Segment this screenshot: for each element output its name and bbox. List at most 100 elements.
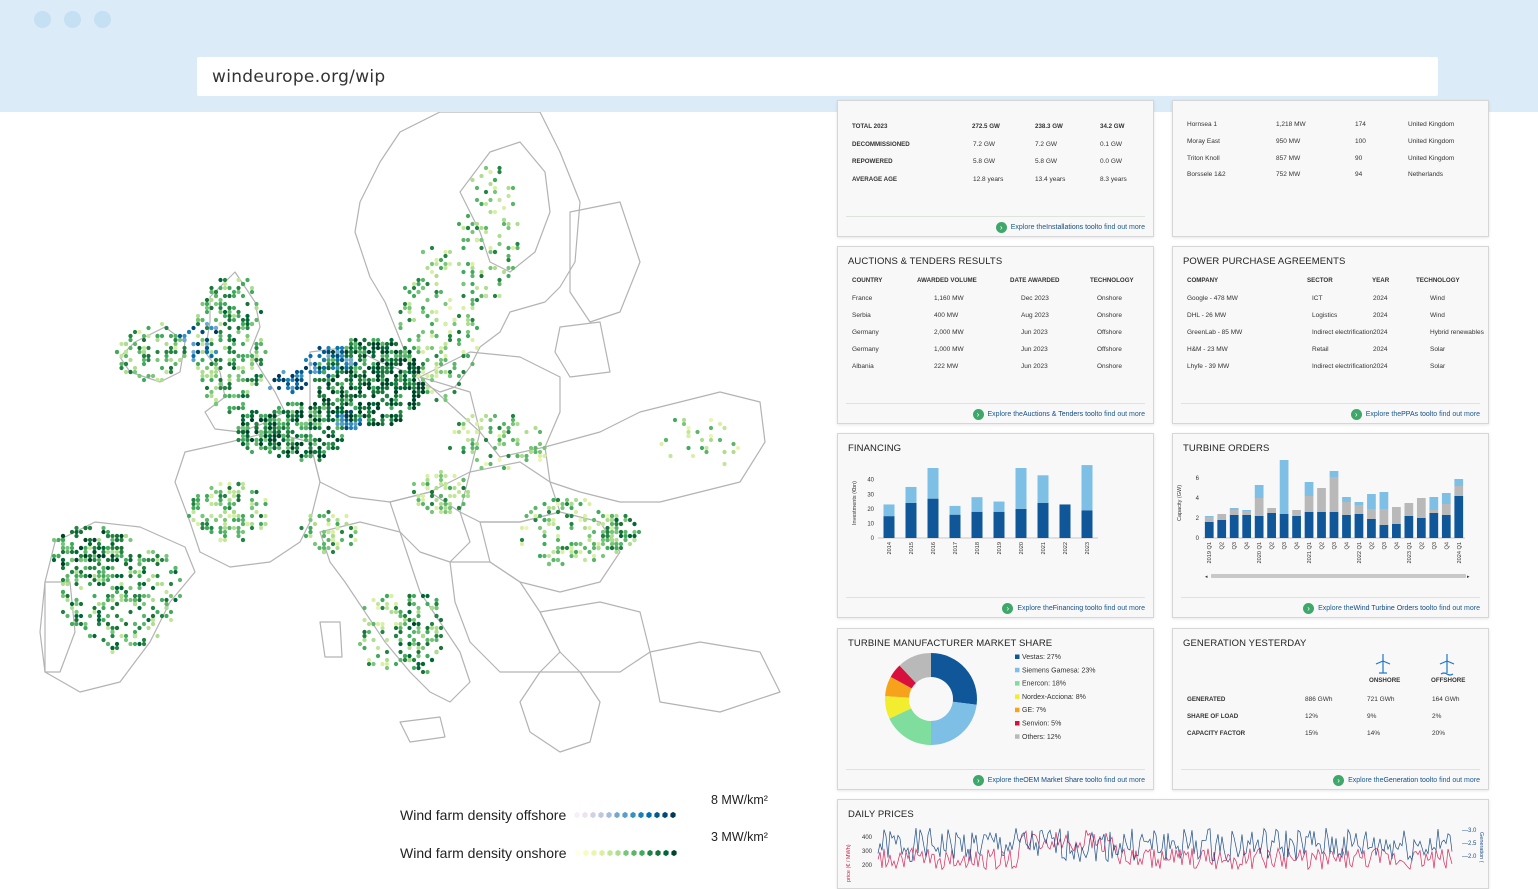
density-hex xyxy=(240,365,246,371)
density-hex xyxy=(227,377,232,383)
density-hex xyxy=(488,181,493,187)
density-hex xyxy=(407,365,412,371)
bar-segment xyxy=(971,511,983,538)
density-hex xyxy=(312,437,318,443)
density-hex xyxy=(155,349,160,355)
density-hex xyxy=(290,437,295,443)
density-hex xyxy=(218,377,223,383)
density-hex xyxy=(461,493,466,499)
density-hex xyxy=(542,501,547,507)
density-hex xyxy=(105,625,111,631)
bar-segment xyxy=(905,503,917,538)
column-header: TECHNOLOGY xyxy=(1416,277,1460,284)
financing-link[interactable]: › Explore the Financing tool to find out… xyxy=(1002,603,1145,614)
density-hex xyxy=(249,361,255,367)
density-hex xyxy=(119,553,124,559)
oem-link[interactable]: › Explore the OEM Market Share tool to f… xyxy=(972,775,1145,786)
density-hex xyxy=(308,417,313,423)
x-tick-label: Q4 xyxy=(1394,542,1400,549)
maximize-window-button[interactable] xyxy=(94,11,111,28)
density-hex xyxy=(312,521,318,527)
density-hex xyxy=(321,449,327,455)
value-offshore: 2% xyxy=(1432,713,1442,720)
density-hex xyxy=(533,517,538,523)
density-hex xyxy=(605,533,610,539)
density-hex xyxy=(344,413,349,419)
density-hex xyxy=(416,653,421,659)
density-hex xyxy=(155,609,160,615)
density-hex xyxy=(267,425,273,431)
density-hex xyxy=(335,389,340,395)
density-hex xyxy=(200,513,205,519)
density-hex xyxy=(398,649,403,655)
density-hex xyxy=(348,373,354,379)
density-hex xyxy=(204,325,210,331)
density-hex xyxy=(245,317,250,323)
density-hex xyxy=(137,553,142,559)
density-hex xyxy=(407,653,412,659)
address-bar[interactable]: windeurope.org/wip xyxy=(197,57,1438,96)
density-hex xyxy=(425,265,430,271)
density-hex xyxy=(213,349,219,355)
density-hex xyxy=(330,429,336,435)
density-hex xyxy=(596,521,601,527)
oem-donut-chart[interactable]: Vestas: 27%Siemens Gamesa: 23%Enercon: 1… xyxy=(838,649,1154,769)
generation-link[interactable]: › Explore the Generation tool to find ou… xyxy=(1333,775,1480,786)
minimize-window-button[interactable] xyxy=(64,11,81,28)
density-hex xyxy=(393,401,399,407)
footer-text: to find out more xyxy=(1096,224,1145,231)
density-hex xyxy=(200,521,205,527)
density-hex xyxy=(155,337,160,343)
installations-link[interactable]: › Explore the Installations tool to find… xyxy=(995,222,1145,233)
bar-segment xyxy=(1429,513,1439,538)
europe-wind-map[interactable] xyxy=(0,112,830,879)
density-hex xyxy=(317,365,322,371)
density-hex xyxy=(303,421,309,427)
bar-segment xyxy=(1354,505,1364,514)
density-hex xyxy=(371,353,376,359)
density-hex xyxy=(168,609,174,615)
density-hex xyxy=(470,229,475,235)
density-hex xyxy=(380,661,385,667)
close-window-button[interactable] xyxy=(34,11,51,28)
density-hex xyxy=(213,397,219,403)
chart-scrollbar xyxy=(1211,574,1466,578)
density-hex xyxy=(222,285,228,291)
density-hex xyxy=(429,245,435,251)
turbine-orders-link[interactable]: › Explore the Wind Turbine Orders tool t… xyxy=(1303,603,1480,614)
table-cell: Wind xyxy=(1430,295,1445,302)
density-hex xyxy=(83,525,88,531)
density-hex xyxy=(132,621,138,627)
density-hex xyxy=(492,293,498,299)
auctions-link[interactable]: › Explore the Auctions & Tenders tool to… xyxy=(972,409,1145,420)
density-hex xyxy=(371,421,376,427)
density-hex xyxy=(65,593,70,599)
installations-table: TOTAL 2023 272.5 GW 238.3 GW 34.2 GW DECOMMI… xyxy=(852,123,1152,193)
density-hex xyxy=(204,493,210,499)
density-hex xyxy=(402,301,408,307)
density-hex xyxy=(330,441,336,447)
density-hex xyxy=(321,453,327,459)
footer-link-text: PPAs tool xyxy=(1401,411,1432,418)
density-hex xyxy=(501,421,507,427)
density-hex xyxy=(326,345,331,351)
density-hex xyxy=(384,649,390,655)
density-hex xyxy=(362,369,367,375)
density-hex xyxy=(290,401,295,407)
footer-link-text: Auctions & Tenders tool xyxy=(1022,411,1097,418)
density-hex xyxy=(326,441,331,447)
ppa-link[interactable]: › Explore the PPAs tool to find out more xyxy=(1350,409,1480,420)
density-hex xyxy=(308,533,313,539)
daily-prices-title: DAILY PRICES xyxy=(848,809,914,820)
bar-segment xyxy=(1429,510,1439,513)
density-hex xyxy=(411,617,417,623)
density-hex xyxy=(434,505,439,511)
density-hex xyxy=(74,617,79,623)
density-hex xyxy=(294,377,300,383)
density-hex xyxy=(74,581,79,587)
map-canvas[interactable] xyxy=(0,112,830,879)
arrow-right-icon: › xyxy=(1303,603,1315,614)
